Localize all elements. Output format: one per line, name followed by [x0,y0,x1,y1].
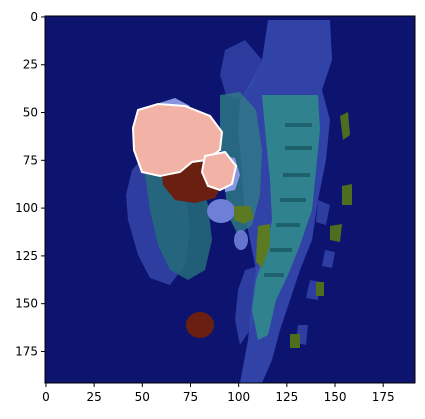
green-organ-6 [316,282,324,296]
pink-mass-lobe [200,150,238,192]
y-tick-label: 100 [15,201,38,215]
x-tick-label: 0 [42,390,50,404]
dark-red-lower-blob [186,312,214,338]
vertebra-lines [264,123,312,277]
lavender-organ-round [207,199,235,223]
green-organ-5 [330,224,342,242]
y-tick-label: 125 [15,249,38,263]
pink-mass [131,102,224,178]
green-organ-4 [342,184,352,205]
x-tick-label: 75 [183,390,198,404]
y-tick-label: 25 [23,58,38,72]
y-tick-label: 0 [30,10,38,24]
posterior-tissue [220,40,262,100]
x-tick-label: 175 [372,390,395,404]
axes-frame [44,15,416,384]
y-tick-label: 50 [23,106,38,120]
right-tissue-spots [296,200,335,345]
green-organ-1 [234,206,254,224]
y-tick-label: 75 [23,153,38,167]
y-tick-label: 150 [15,297,38,311]
x-tick-label: 125 [275,390,298,404]
green-organ-7 [290,334,300,348]
organ-band-mid [220,92,262,235]
x-axis: 0 25 50 75 100 125 150 175 [42,383,395,404]
x-tick-label: 100 [227,390,250,404]
green-organ-2 [256,224,270,268]
y-axis: 0 25 50 75 100 125 150 175 [15,10,45,358]
green-organ-3 [340,112,350,140]
lower-tissue-band [235,265,262,345]
y-tick-label: 175 [15,344,38,358]
x-tick-label: 50 [135,390,150,404]
lavender-organ-small [234,230,248,250]
segmentation-image [45,16,415,383]
x-tick-label: 25 [87,390,102,404]
x-tick-label: 150 [324,390,347,404]
spine [252,95,320,340]
